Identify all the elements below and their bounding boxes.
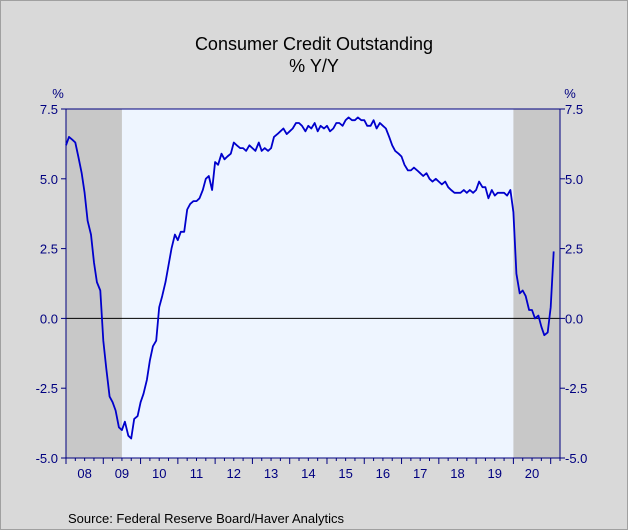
recession-band-1 [513, 109, 560, 458]
chart-source: Source: Federal Reserve Board/Haver Anal… [68, 511, 345, 526]
recession-band-0 [66, 109, 122, 458]
right-ytick-label-2: 2.5 [565, 242, 583, 257]
series-line-0 [65, 116, 555, 440]
plot-background [66, 109, 560, 458]
right-ytick-label-5: -5.0 [565, 451, 587, 466]
plot-area: 7.5 7.5 5.0 5.0 2.5 2.5 0.0 0.0 -2.5 -2.5 -5.0 -5.0… [36, 102, 588, 481]
xtick-label-13: 13 [264, 466, 278, 481]
plot-border [65, 108, 561, 459]
left-ytick-label-0: 7.5 [40, 102, 58, 117]
right-ytick-label-1: 5.0 [565, 172, 583, 187]
xtick-label-20: 20 [525, 466, 539, 481]
xtick-label-18: 18 [450, 466, 464, 481]
xtick-label-15: 15 [338, 466, 352, 481]
xtick-label-14: 14 [301, 466, 315, 481]
left-ytick-label-5: -5.0 [36, 451, 58, 466]
xtick-label-09: 09 [115, 466, 129, 481]
xtick-label-12: 12 [227, 466, 241, 481]
chart-subtitle: % Y/Y [289, 56, 339, 76]
left-ytick-label-2: 2.5 [40, 242, 58, 257]
xtick-label-08: 08 [77, 466, 91, 481]
chart-title: Consumer Credit Outstanding [195, 34, 433, 54]
left-ytick-label-1: 5.0 [40, 172, 58, 187]
xtick-label-10: 10 [152, 466, 166, 481]
right-ytick-label-4: -2.5 [565, 381, 587, 396]
right-ytick-label-0: 7.5 [565, 102, 583, 117]
left-axis-unit: % [52, 86, 64, 101]
left-ytick-label-3: 0.0 [40, 311, 58, 326]
right-axis-unit: % [564, 86, 576, 101]
right-ytick-label-3: 0.0 [565, 311, 583, 326]
xtick-label-19: 19 [488, 466, 502, 481]
xtick-label-17: 17 [413, 466, 427, 481]
xtick-label-16: 16 [376, 466, 390, 481]
left-ytick-label-4: -2.5 [36, 381, 58, 396]
xtick-label-11: 11 [190, 466, 204, 481]
